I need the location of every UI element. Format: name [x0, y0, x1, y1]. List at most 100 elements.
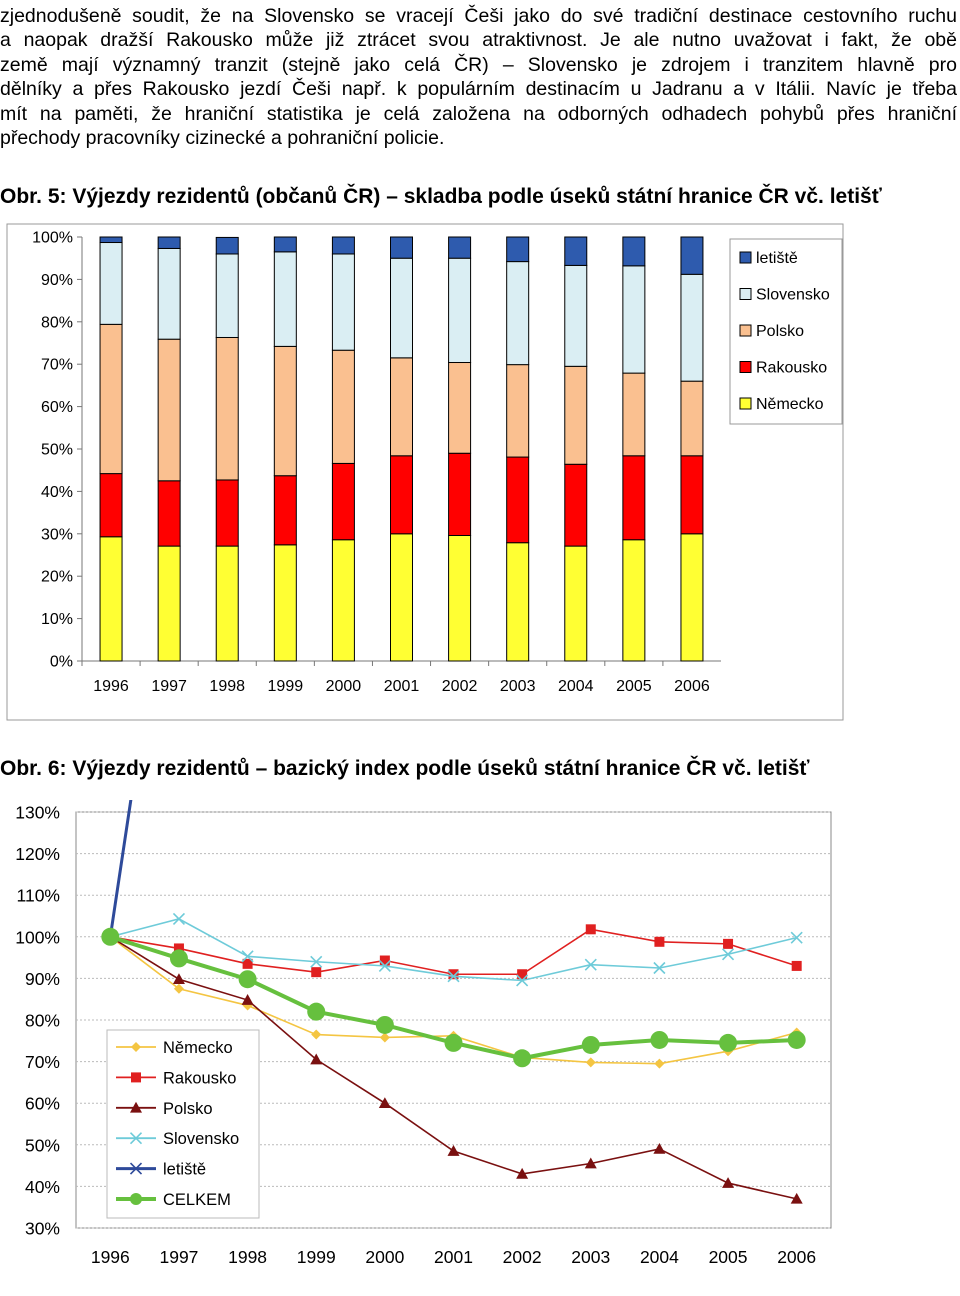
paragraph-line: dělníky a přes Rakousko jezdí Češi např.… [0, 78, 957, 101]
legend-swatch [739, 288, 752, 300]
data-point [242, 958, 253, 969]
y-tick-label: 130% [15, 803, 60, 823]
x-tick-label: 2002 [503, 1247, 542, 1267]
data-point [791, 960, 802, 971]
x-tick-label: 2006 [777, 1247, 816, 1267]
data-point [653, 1142, 666, 1154]
x-tick-label: 1997 [151, 678, 187, 695]
x-tick-label: 2006 [674, 678, 710, 695]
data-point [241, 994, 254, 1005]
legend-label: Rakousko [163, 1069, 236, 1087]
data-point [173, 983, 184, 994]
y-tick-label: 10% [41, 611, 73, 628]
legend [106, 1029, 260, 1219]
data-point [585, 1057, 596, 1068]
data-point [447, 970, 460, 983]
legend-label: letiště [756, 250, 798, 267]
data-point [585, 924, 596, 935]
paragraph-line: země mají významný tranzit (stejně jako … [0, 53, 957, 76]
legend-label: letiště [163, 1161, 206, 1179]
bar-segment [564, 236, 588, 266]
data-point [173, 943, 184, 954]
bar-segment [506, 236, 530, 263]
x-tick-label: 2004 [558, 678, 594, 695]
y-tick-label: 40% [25, 1177, 60, 1197]
bar-segment [331, 236, 355, 255]
data-point [516, 974, 529, 987]
data-point [654, 1058, 665, 1069]
paragraph-line: a naopak dražší Rakousko může již ztráce… [0, 29, 957, 52]
legend-swatch [739, 324, 752, 337]
data-point [719, 1033, 738, 1052]
x-tick-label: 1998 [228, 1247, 267, 1267]
x-tick-label: 2001 [434, 1247, 473, 1267]
legend-swatch [739, 361, 752, 373]
data-point [654, 936, 665, 947]
bar-segment [157, 236, 181, 249]
paragraph-line: přechody pracovníky cizinecké a pohranič… [0, 127, 445, 150]
data-point [131, 1042, 141, 1052]
y-tick-label: 40% [41, 484, 73, 501]
data-point [517, 969, 528, 980]
legend-label: Slovensko [163, 1130, 239, 1148]
data-point [378, 1097, 391, 1108]
bar-segment [680, 236, 704, 275]
data-point [311, 967, 322, 978]
y-tick-label: 120% [15, 844, 60, 864]
data-point [584, 958, 597, 971]
data-point [448, 969, 459, 980]
x-tick-label: 2003 [571, 1247, 610, 1267]
data-point [130, 1193, 142, 1205]
data-point [444, 1033, 463, 1052]
data-point [172, 912, 186, 925]
x-tick-label: 1998 [209, 678, 245, 695]
y-tick-label: 90% [41, 272, 73, 289]
legend-label: Slovensko [756, 287, 830, 304]
series-group [101, 800, 806, 1204]
y-tick-label: 100% [15, 927, 60, 947]
y-tick-label: 50% [25, 1135, 60, 1155]
x-tick-label: 1999 [297, 1247, 336, 1267]
data-point [241, 950, 254, 963]
data-point [447, 1145, 460, 1156]
y-tick-label: 20% [41, 569, 73, 586]
figure6-caption: Obr. 6: Výjezdy rezidentů – bazický inde… [0, 757, 810, 780]
y-tick-label: 70% [25, 1052, 60, 1072]
body-paragraph: zjednodušeně soudit, že na Slovensko se … [0, 4, 957, 150]
legend-label: Rakousko [756, 360, 827, 377]
data-point [379, 1032, 390, 1043]
data-point [379, 955, 390, 966]
data-point [310, 1053, 323, 1065]
series-line [108, 800, 133, 938]
legend-swatch [739, 251, 752, 264]
bar-segment [622, 236, 646, 267]
y-tick-label: 90% [25, 969, 60, 989]
x-tick-label: 2002 [442, 678, 478, 695]
x-tick-label: 1999 [268, 678, 304, 695]
legend-label: CELKEM [163, 1191, 231, 1209]
data-point [790, 931, 803, 944]
x-tick-label: 2005 [616, 678, 652, 695]
bar-segment [390, 236, 413, 259]
x-tick-label: 1997 [159, 1247, 198, 1267]
bar-segment [99, 236, 123, 244]
y-tick-label: 100% [32, 230, 73, 247]
data-point [169, 949, 188, 968]
data-point [584, 1157, 597, 1169]
legend-label: Německo [163, 1039, 233, 1057]
y-tick-label: 80% [41, 314, 73, 331]
y-tick-label: 30% [25, 1219, 60, 1239]
data-point [787, 1030, 806, 1049]
x-tick-label: 2000 [326, 678, 362, 695]
x-tick-label: 2004 [640, 1247, 679, 1267]
x-tick-label: 2003 [500, 678, 536, 695]
y-tick-label: 80% [25, 1011, 60, 1031]
x-tick-label: 2000 [365, 1247, 404, 1267]
data-point [581, 1035, 600, 1054]
data-point [513, 1049, 532, 1068]
data-point [307, 1002, 326, 1021]
y-tick-label: 30% [41, 526, 73, 543]
y-tick-label: 60% [25, 1094, 60, 1114]
